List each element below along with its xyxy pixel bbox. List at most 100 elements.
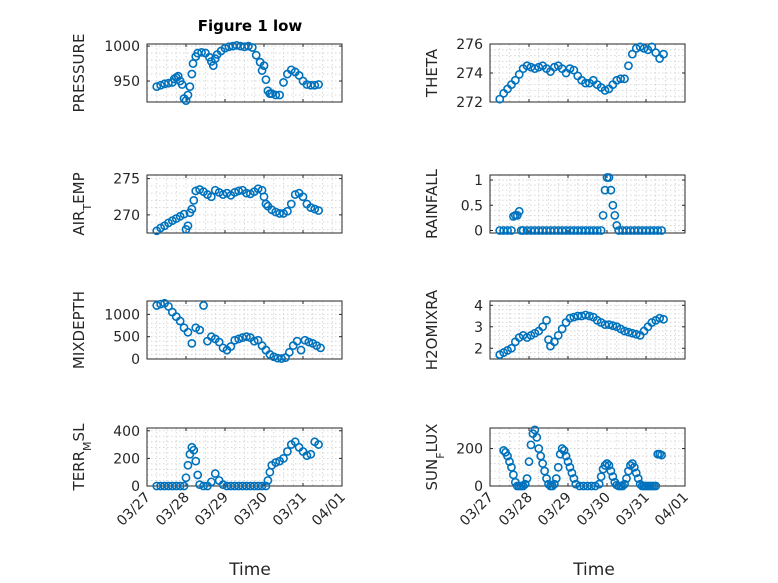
data-point <box>639 43 649 53</box>
y-tick-label: 4 <box>474 298 483 314</box>
y-tick-label: 500 <box>113 330 140 346</box>
y-tick-label: 276 <box>456 37 483 53</box>
data-point <box>275 90 284 100</box>
data-point <box>210 54 220 64</box>
data-point <box>553 330 563 340</box>
data-point <box>242 188 251 198</box>
data-point <box>275 209 284 218</box>
data-point <box>608 321 618 331</box>
axes-frame <box>489 300 686 360</box>
x-tick-label: 03/29 <box>535 490 575 530</box>
subplot-theta: 272 274 276 THETA <box>423 37 686 111</box>
data-point <box>631 329 641 339</box>
data-point <box>549 337 559 347</box>
data-point <box>659 314 668 324</box>
data-point <box>565 64 575 74</box>
data-point <box>612 221 622 230</box>
data-point <box>179 209 189 219</box>
data-point <box>224 42 234 52</box>
data-point <box>206 477 216 487</box>
y-tick-label: 1000 <box>104 39 140 55</box>
data-point <box>624 61 633 71</box>
data-point <box>183 460 193 470</box>
data-point <box>230 335 240 345</box>
data-point <box>269 352 279 362</box>
data-point <box>657 226 666 235</box>
data-point <box>263 476 273 485</box>
data-point <box>181 96 191 106</box>
data-point <box>199 301 208 310</box>
x-tick-label: 04/01 <box>652 490 692 530</box>
data-point <box>310 204 320 214</box>
y-axis-label: MIXDEPTH <box>70 291 88 369</box>
data-point <box>193 470 203 480</box>
data-point <box>620 326 629 336</box>
x-tick-label: 04/01 <box>309 490 349 530</box>
data-point <box>518 481 528 491</box>
data-point <box>510 75 520 85</box>
data-point <box>257 66 267 75</box>
data-point <box>306 203 316 213</box>
data-point <box>610 210 620 220</box>
data-point <box>631 468 641 478</box>
data-point <box>653 226 663 235</box>
data-point <box>175 316 185 326</box>
y-tick-label: 400 <box>113 424 140 440</box>
data-point <box>534 62 544 72</box>
data-point <box>633 474 643 483</box>
data-point <box>567 468 577 478</box>
x-tick-label: 03/31 <box>613 490 653 530</box>
data-point <box>606 185 616 195</box>
x-tick-label: 03/27 <box>114 490 154 530</box>
data-point <box>156 80 166 90</box>
data-point <box>503 226 512 235</box>
data-point <box>612 75 622 85</box>
data-point <box>620 74 629 84</box>
y-tick-label: 200 <box>113 451 140 467</box>
y-axis-label: RAINFALL <box>423 168 441 239</box>
data-point <box>251 50 261 60</box>
data-point <box>657 450 666 460</box>
data-point <box>553 462 563 472</box>
data-point <box>505 457 514 467</box>
data-point <box>267 89 277 99</box>
x-tick-label: 03/28 <box>153 490 193 530</box>
data-point <box>522 474 532 483</box>
subplot-terr_msl: 03/27 03/28 03/29 03/30 03/31 04/01 0 200 400 TER… <box>70 423 349 529</box>
data-point <box>530 64 540 74</box>
y-axis-label: THETA <box>423 48 441 98</box>
data-point <box>620 479 629 489</box>
data-point <box>635 42 645 52</box>
data-point <box>173 71 183 81</box>
data-point <box>156 299 166 309</box>
subplot-air_temp: 270 275 AIRTEMP <box>70 172 343 236</box>
data-point <box>314 440 323 449</box>
data-point <box>282 447 292 456</box>
data-point <box>503 451 512 461</box>
data-point <box>164 301 173 311</box>
data-point <box>581 310 590 320</box>
data-point <box>542 474 551 483</box>
data-point <box>261 481 271 491</box>
subplot-mixdepth: 0 500 1000 MIXDEPTH <box>70 291 343 369</box>
data-point <box>616 74 626 84</box>
data-point <box>627 49 637 59</box>
data-point <box>286 199 296 209</box>
data-point <box>559 446 569 455</box>
figure-title: Figure 1 low <box>198 17 303 35</box>
data-point <box>284 347 294 357</box>
data-point <box>220 43 230 53</box>
data-point <box>187 69 197 79</box>
data-point <box>234 186 244 196</box>
data-point <box>520 479 530 489</box>
data-point <box>210 469 220 478</box>
data-point <box>549 62 559 72</box>
data-point <box>538 322 548 332</box>
y-axis-label-rest: SL <box>70 423 88 442</box>
data-point <box>314 80 323 89</box>
data-point <box>183 90 193 100</box>
subplot-pressure: 950 1000 PRESSURE <box>70 34 343 112</box>
data-point <box>627 328 637 338</box>
